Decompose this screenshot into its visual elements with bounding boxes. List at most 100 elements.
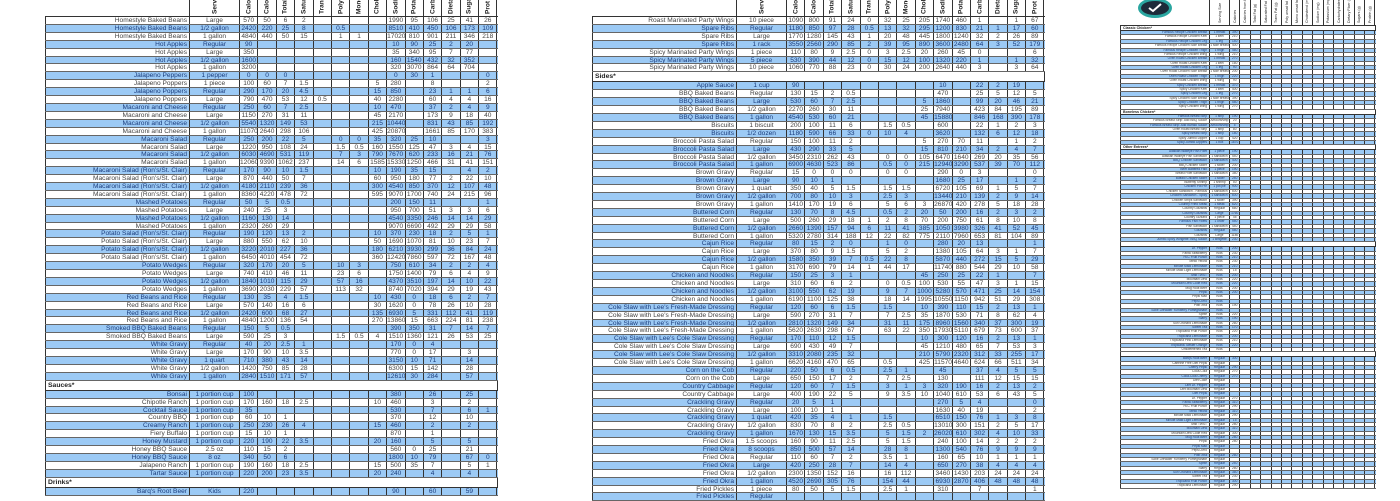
- nutrient-value: [1251, 304, 1262, 308]
- nutrient-value: [1251, 247, 1262, 251]
- nutrient-value: [1303, 449, 1314, 453]
- nutrient-value: [1282, 172, 1293, 176]
- nutrient-value: 2: [479, 80, 498, 88]
- nutrient-value: 262: [824, 153, 843, 161]
- nutrient-value: 18: [879, 295, 898, 303]
- nutrient-value: 280: [1230, 436, 1241, 440]
- nutrient-value: [1324, 247, 1334, 251]
- nutrient-value: [1251, 418, 1262, 422]
- nutrient-value: [1365, 256, 1376, 260]
- nutrient-value: 3: [1008, 208, 1027, 216]
- table-row: Diet Coke Regular: [1120, 379, 1376, 384]
- table-row: Mashed Potatoes 1 gallon 2320 260 29 9070 6690…: [45, 222, 498, 231]
- nutrient-value: 7: [879, 311, 898, 319]
- nutrient-value: [1313, 347, 1324, 352]
- nutrient-value: [295, 406, 314, 414]
- nutrient-value: [1282, 251, 1293, 255]
- nutrient-value: [1261, 418, 1272, 422]
- nutrient-value: [1292, 167, 1303, 172]
- nutrient-value: 227: [277, 246, 296, 254]
- section-header: Boneless Chicken*: [1120, 109, 1376, 115]
- nutrient-value: [1324, 457, 1334, 462]
- nutrient-value: [1240, 321, 1251, 325]
- nutrient-value: 540: [1230, 154, 1241, 159]
- nutrient-value: [1365, 105, 1376, 109]
- nutrient-value: [1344, 39, 1355, 44]
- nutrient-value: [1261, 431, 1272, 435]
- nutrient-value: 0.5: [332, 24, 351, 32]
- table-row: Spicy Chicken Keel 1 keel 400: [1120, 87, 1376, 93]
- nutrient-value: 597: [424, 254, 443, 262]
- table-row: Potato Wedges 1/2 gallon 1840 1010 115 29 57 16…: [45, 277, 498, 286]
- nutrient-value: [1365, 52, 1376, 57]
- nutrient-value: [1261, 207, 1272, 211]
- nutrient-value: [1282, 414, 1293, 418]
- nutrient-value: 1.5: [332, 333, 351, 341]
- nutrient-value: [314, 111, 332, 119]
- nutrient-value: [1334, 87, 1345, 92]
- item-name: Sobe Lifewater Yumberry Pomegranate: [1120, 308, 1210, 312]
- item-name: Chicken Sandwich - Spicy: [1120, 194, 1210, 198]
- nutrient-value: [1272, 374, 1282, 379]
- nutrient-value: 1670: [1230, 141, 1241, 145]
- serving-size: 10 piece: [737, 64, 787, 72]
- serving-size: 1 portion cup: [190, 461, 240, 469]
- nutrient-value: [369, 198, 388, 206]
- nutrient-value: [1344, 387, 1355, 392]
- nutrient-value: 3: [1008, 414, 1027, 422]
- nutrient-value: [1303, 308, 1314, 312]
- nutrient-value: 57: [824, 446, 843, 453]
- nutrient-value: [1334, 405, 1345, 409]
- nutrient-value: 28: [879, 446, 898, 453]
- nutrient-value: 120: [787, 382, 806, 390]
- serving-size: 1 gallon: [737, 295, 787, 303]
- serving-size: 1 portion cup: [190, 406, 240, 414]
- nutrient-value: [1334, 431, 1345, 435]
- nutrient-value: [369, 262, 388, 269]
- nutrient-value: 310: [1230, 409, 1241, 414]
- nutrient-value: [1292, 207, 1303, 211]
- nutrient-value: 15: [1008, 374, 1027, 382]
- nutrient-value: 5: [879, 248, 898, 256]
- nutrient-value: 8960: [934, 319, 953, 327]
- nutrient-value: [1355, 44, 1366, 48]
- nutrient-value: 6930: [387, 309, 406, 317]
- nutrient-value: [1261, 211, 1272, 215]
- nutrient-value: [1365, 229, 1376, 233]
- nutrient-value: [1344, 444, 1355, 449]
- column-header: Calo: [787, 0, 806, 16]
- item-name: Cajun Rice: [592, 248, 737, 256]
- nutrient-value: [1303, 123, 1314, 127]
- nutrient-value: 580: [1230, 229, 1241, 233]
- serving-size: 1 portion cup: [190, 398, 240, 406]
- nutrient-value: [1282, 159, 1293, 163]
- nutrient-value: [1292, 105, 1303, 109]
- nutrient-value: 13010: [934, 422, 953, 430]
- nutrient-value: 31: [824, 311, 843, 319]
- nutrient-value: 2: [989, 382, 1008, 390]
- nutrient-value: [1303, 167, 1314, 172]
- nutrient-value: [1251, 277, 1262, 282]
- nutrient-value: [1334, 436, 1345, 440]
- table-row: Famous Recipe Chicken Side Breast 1 side …: [1120, 44, 1376, 49]
- nutrient-value: [1313, 150, 1324, 154]
- nutrient-value: [442, 356, 461, 364]
- nutrient-value: 850: [387, 88, 406, 96]
- nutrient-value: [1334, 52, 1345, 57]
- nutrient-value: [1344, 357, 1355, 361]
- nutrient-value: [350, 24, 369, 32]
- nutrient-value: [1292, 282, 1303, 286]
- nutrient-value: 1010: [258, 277, 277, 285]
- nutrient-value: 2: [989, 208, 1008, 216]
- nutrient-value: [1292, 119, 1303, 123]
- nutrient-value: 290: [1230, 405, 1241, 409]
- nutrient-value: [314, 341, 332, 349]
- nutrient-value: [1313, 409, 1324, 414]
- item-name: Potato Salad (Ron's/St. Clair): [45, 254, 190, 262]
- nutrient-value: [295, 198, 314, 206]
- nutrient-value: 29: [479, 214, 498, 222]
- nutrient-value: [1355, 35, 1366, 39]
- nutrient-value: [1344, 185, 1355, 189]
- nutrient-value: 1: [989, 272, 1008, 279]
- nutrient-value: [406, 80, 424, 88]
